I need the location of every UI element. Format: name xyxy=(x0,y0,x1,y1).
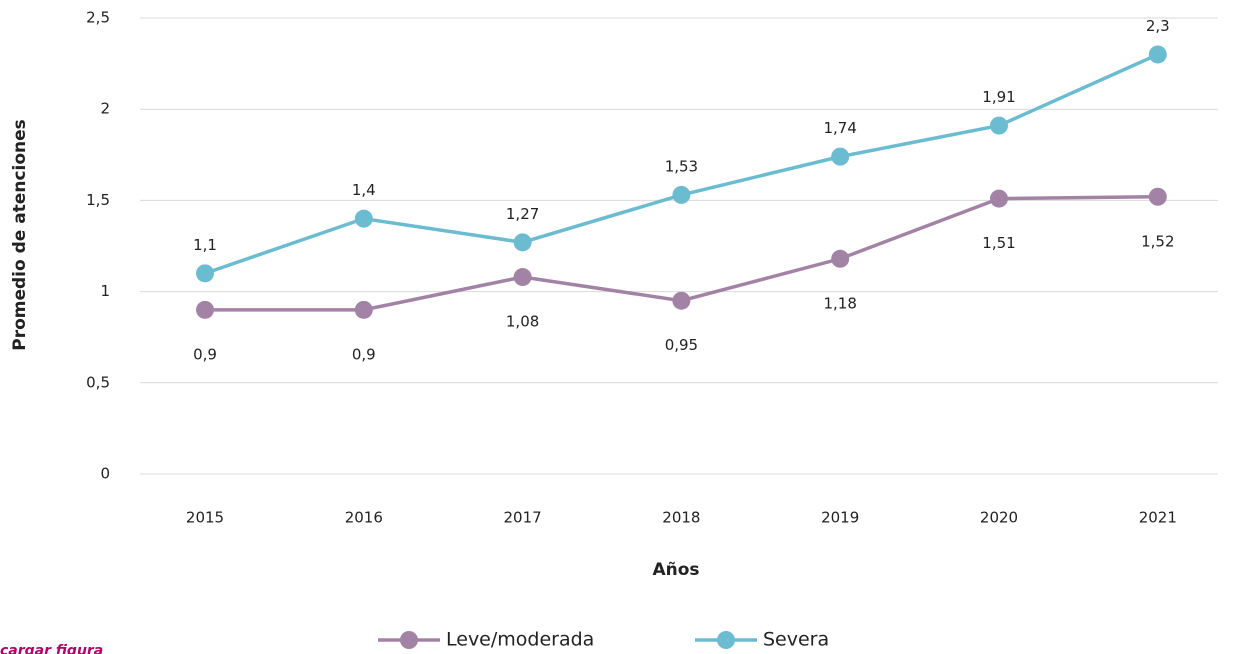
download-link[interactable]: cargar figura xyxy=(0,643,103,654)
point xyxy=(990,116,1008,135)
data-label: 1,51 xyxy=(982,234,1015,252)
point xyxy=(196,264,214,283)
x-tick-label: 2015 xyxy=(186,509,224,527)
data-label: 1,91 xyxy=(982,88,1015,106)
y-tick-label: 1,5 xyxy=(86,191,110,209)
y-tick-label: 2 xyxy=(100,100,110,118)
data-label: 0,95 xyxy=(665,336,698,354)
point xyxy=(354,300,373,319)
point xyxy=(1148,187,1167,206)
x-tick-label: 2016 xyxy=(345,509,383,527)
y-axis-label: Promedio de atenciones xyxy=(10,119,30,351)
x-tick-label: 2021 xyxy=(1139,509,1177,527)
point xyxy=(1148,45,1167,64)
data-label: 0,9 xyxy=(193,345,217,363)
x-axis-label: Años xyxy=(652,560,699,580)
data-label: 1,4 xyxy=(352,181,376,199)
data-label: 1,52 xyxy=(1141,232,1174,250)
y-tick-label: 2,5 xyxy=(86,9,110,27)
data-label: 1,53 xyxy=(665,157,698,175)
data-label: 1,08 xyxy=(506,313,539,331)
data-label: 1,18 xyxy=(823,294,856,312)
point xyxy=(831,249,850,268)
x-tick-label: 2018 xyxy=(662,509,700,527)
x-tick-label: 2019 xyxy=(821,509,859,527)
legend-label: Leve/moderada xyxy=(446,629,594,651)
legend-marker xyxy=(717,631,735,649)
x-tick-label: 2020 xyxy=(980,509,1018,527)
y-tick-label: 1 xyxy=(100,282,110,300)
point xyxy=(513,268,532,287)
y-tick-label: 0 xyxy=(100,465,110,483)
legend-label: Severa xyxy=(763,629,829,651)
point xyxy=(354,209,373,228)
y-tick-label: 0,5 xyxy=(86,373,110,391)
data-label: 2,3 xyxy=(1146,17,1170,35)
data-label: 1,27 xyxy=(506,205,539,223)
point xyxy=(672,185,691,204)
data-label: 1,74 xyxy=(823,119,856,137)
point xyxy=(831,147,850,166)
data-label: 1,1 xyxy=(193,236,217,254)
x-tick-label: 2017 xyxy=(504,509,542,527)
legend-marker xyxy=(400,631,418,649)
point xyxy=(196,300,214,319)
point xyxy=(990,189,1008,208)
data-label: 0,9 xyxy=(352,345,376,363)
point xyxy=(672,291,691,310)
point xyxy=(513,233,532,252)
